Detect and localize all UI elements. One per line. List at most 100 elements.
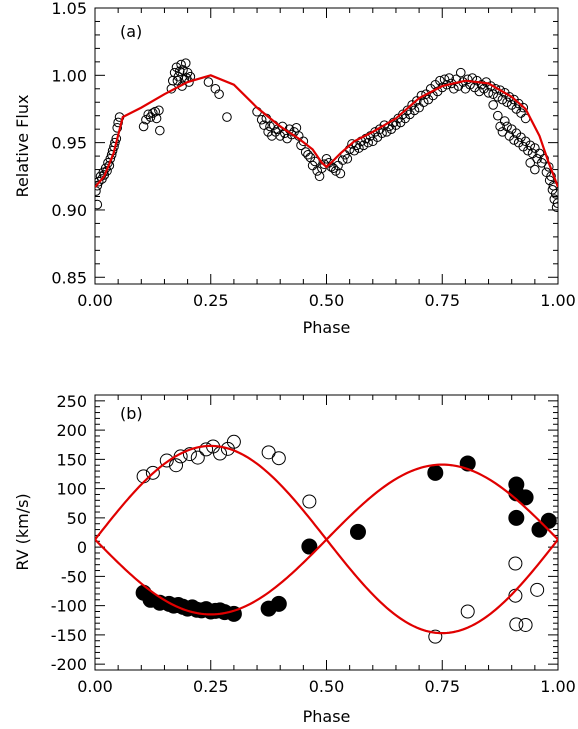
open-data-point — [460, 604, 475, 619]
filled-data-point — [517, 489, 534, 506]
x-tick-label: 0.00 — [77, 677, 113, 696]
y-tick-label: -50 — [61, 567, 87, 586]
open-data-point — [298, 136, 309, 147]
open-data-point — [349, 145, 360, 156]
x-tick-label: 0.00 — [77, 291, 113, 310]
y-tick-label: 1.00 — [51, 66, 87, 85]
panel-label: (a) — [120, 22, 142, 41]
open-data-point — [428, 629, 443, 644]
open-data-point — [550, 188, 558, 199]
open-data-point — [363, 137, 373, 148]
open-data-point — [190, 450, 205, 465]
open-data-point — [462, 74, 473, 85]
open-data-point — [530, 582, 545, 597]
open-data-point — [509, 135, 519, 145]
open-data-point — [409, 105, 420, 116]
radial-velocity-panel: 0.00 0.25 0.50 0.75 1.00 -200 -150 -100 -50 0 50 10… — [13, 392, 576, 726]
open-data-point — [310, 156, 320, 167]
open-data-point — [184, 77, 194, 87]
open-data-point — [546, 171, 556, 182]
y-tick-label: 150 — [56, 450, 87, 469]
open-data-point — [508, 556, 523, 571]
plot-frame — [94, 7, 559, 285]
y-tick-label: 250 — [56, 392, 87, 411]
open-data-point — [328, 163, 339, 174]
y-tick-label: 0 — [77, 538, 87, 557]
open-data-point — [455, 67, 466, 78]
open-data-point — [286, 129, 297, 140]
open-data-point — [178, 65, 188, 75]
open-data-point — [551, 202, 558, 213]
open-data-point — [354, 143, 364, 153]
open-data-point — [435, 75, 445, 86]
open-data-point — [444, 73, 454, 83]
open-data-point — [199, 442, 214, 457]
plot-frame — [94, 394, 559, 671]
filled-data-point — [508, 509, 525, 526]
light-curve-panel: 0.00 0.25 0.50 0.75 1.00 0.85 0.90 0.95 1.00 1.05… — [13, 0, 576, 337]
filled-data-point — [270, 595, 287, 612]
open-data-point — [347, 139, 357, 149]
open-data-point — [439, 74, 450, 85]
open-data-point — [145, 465, 160, 480]
open-data-point — [271, 451, 286, 466]
x-axis-title: Phase — [303, 318, 351, 337]
open-data-point — [330, 166, 341, 176]
x-tick-label: 0.50 — [309, 291, 345, 310]
x-tick-label: 1.00 — [540, 291, 576, 310]
open-data-point — [259, 120, 269, 130]
open-data-point — [95, 186, 101, 196]
open-data-point — [226, 434, 241, 449]
open-data-point — [381, 127, 392, 137]
open-data-point — [342, 153, 353, 164]
x-axis-title: Phase — [303, 707, 351, 726]
open-data-point — [169, 458, 184, 473]
open-data-point — [493, 110, 503, 121]
open-data-point — [148, 108, 158, 118]
open-data-point — [222, 112, 232, 122]
open-data-point — [518, 617, 533, 632]
open-data-point — [256, 114, 267, 125]
open-data-point — [203, 77, 214, 87]
open-data-point — [493, 92, 503, 102]
y-axis-title: RV (km/s) — [13, 493, 32, 570]
open-data-point — [495, 85, 505, 95]
open-data-point — [483, 88, 494, 98]
y-tick-label: 100 — [56, 480, 87, 499]
plot-content — [95, 434, 558, 644]
x-tick-label: 0.75 — [424, 291, 460, 310]
open-data-point — [182, 447, 197, 462]
y-tick-label: 0.85 — [51, 268, 87, 287]
x-tick-label: 0.25 — [193, 291, 229, 310]
open-data-point — [159, 453, 174, 468]
x-tick-label: 0.50 — [309, 677, 345, 696]
model-curve — [95, 74, 558, 188]
y-tick-label: -100 — [51, 597, 87, 616]
open-data-point — [138, 121, 149, 132]
open-data-point — [499, 116, 510, 126]
open-data-point — [335, 168, 346, 179]
filled-data-point — [540, 512, 557, 529]
open-data-point — [474, 86, 485, 97]
open-data-point — [176, 59, 186, 70]
open-data-point — [379, 120, 390, 130]
filled-data-point — [301, 538, 318, 555]
open-data-point — [302, 494, 317, 509]
open-data-point — [303, 149, 313, 160]
y-tick-label: -200 — [51, 655, 87, 674]
open-data-point — [277, 121, 288, 132]
model-curve — [95, 463, 558, 616]
open-data-point — [213, 446, 228, 461]
open-data-point — [180, 58, 191, 69]
open-data-point — [518, 102, 529, 113]
open-data-point — [497, 94, 508, 105]
open-data-point — [530, 164, 540, 175]
y-tick-label: 200 — [56, 421, 87, 440]
y-tick-label: 1.05 — [51, 0, 87, 18]
open-data-point — [523, 145, 533, 156]
open-data-point — [143, 109, 154, 120]
open-data-point — [155, 125, 165, 136]
open-data-point — [214, 89, 224, 99]
filled-data-point — [427, 464, 444, 481]
plot-content — [95, 58, 558, 213]
